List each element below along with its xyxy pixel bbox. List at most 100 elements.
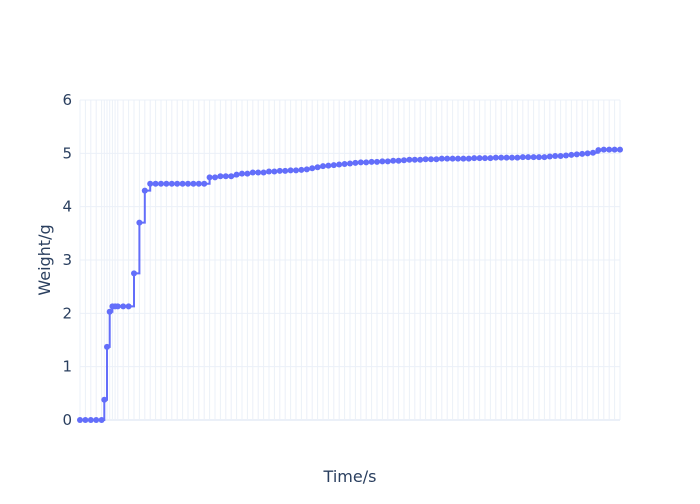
y-tick-label: 1 bbox=[62, 358, 72, 376]
data-point bbox=[104, 343, 110, 350]
data-point bbox=[282, 167, 289, 174]
data-point bbox=[255, 169, 262, 176]
data-point bbox=[260, 169, 267, 176]
data-point bbox=[249, 169, 256, 176]
data-point bbox=[120, 303, 127, 310]
data-point bbox=[471, 155, 478, 162]
data-point bbox=[584, 150, 591, 157]
data-point bbox=[541, 154, 548, 161]
data-point bbox=[212, 174, 218, 181]
series-layer bbox=[77, 146, 623, 423]
data-point bbox=[546, 153, 553, 160]
data-point bbox=[357, 159, 364, 166]
data-point bbox=[266, 168, 272, 175]
data-point bbox=[368, 158, 375, 165]
data-point bbox=[276, 167, 283, 174]
data-point bbox=[606, 146, 613, 153]
data-point bbox=[244, 170, 251, 177]
data-point bbox=[428, 156, 434, 163]
data-point bbox=[514, 154, 521, 161]
data-point bbox=[233, 171, 240, 178]
data-point bbox=[152, 180, 159, 187]
data-point bbox=[201, 180, 208, 187]
data-point bbox=[352, 159, 359, 166]
data-point bbox=[525, 154, 532, 161]
data-point bbox=[217, 173, 224, 180]
data-point bbox=[487, 155, 494, 162]
data-point bbox=[363, 159, 370, 166]
data-point bbox=[106, 308, 113, 315]
data-point bbox=[222, 173, 229, 180]
data-point bbox=[82, 417, 89, 423]
data-point bbox=[239, 170, 245, 177]
data-point bbox=[163, 180, 170, 187]
data-point bbox=[611, 146, 618, 153]
data-point bbox=[158, 180, 164, 187]
data-point bbox=[519, 154, 526, 161]
data-point bbox=[206, 174, 213, 181]
y-axis-title: Weight/g bbox=[35, 224, 54, 295]
data-point bbox=[568, 151, 575, 158]
data-point bbox=[509, 154, 515, 161]
data-point bbox=[330, 162, 337, 169]
data-point bbox=[293, 167, 299, 174]
grid-layer bbox=[79, 99, 621, 420]
data-point bbox=[563, 152, 569, 159]
data-point bbox=[77, 417, 83, 423]
data-point bbox=[298, 166, 305, 173]
data-point bbox=[417, 156, 424, 163]
data-point bbox=[347, 160, 353, 167]
data-point bbox=[444, 155, 451, 162]
data-point bbox=[482, 155, 488, 162]
data-point bbox=[503, 154, 510, 161]
data-point bbox=[101, 396, 108, 403]
data-point bbox=[228, 173, 235, 180]
data-point bbox=[303, 166, 310, 173]
data-point bbox=[552, 153, 559, 159]
axis-layer: 0 1 2 3 4 5 6 bbox=[62, 91, 620, 429]
data-point bbox=[131, 270, 137, 277]
data-point bbox=[336, 161, 343, 168]
data-point bbox=[168, 180, 175, 187]
data-point bbox=[320, 163, 326, 170]
data-point bbox=[287, 167, 294, 174]
y-tick-label: 3 bbox=[62, 251, 72, 269]
data-point bbox=[141, 187, 148, 194]
data-point bbox=[573, 151, 580, 158]
data-point bbox=[476, 155, 483, 162]
data-point bbox=[530, 154, 537, 161]
data-point bbox=[406, 156, 413, 163]
data-point bbox=[379, 158, 386, 165]
data-point bbox=[185, 180, 191, 187]
data-point bbox=[384, 158, 391, 165]
data-point bbox=[595, 147, 602, 154]
data-point bbox=[460, 155, 467, 162]
data-point bbox=[374, 158, 380, 165]
data-point bbox=[411, 156, 418, 163]
data-point bbox=[190, 180, 197, 187]
data-point bbox=[174, 180, 181, 187]
data-point bbox=[179, 180, 186, 187]
x-axis-title: Time/s bbox=[323, 467, 377, 486]
data-point bbox=[449, 155, 456, 162]
data-point bbox=[492, 154, 499, 161]
data-point bbox=[600, 146, 607, 153]
data-point bbox=[195, 180, 202, 187]
data-point bbox=[455, 155, 461, 162]
data-point bbox=[536, 154, 542, 161]
data-point bbox=[271, 168, 278, 175]
data-point bbox=[390, 157, 397, 164]
y-tick-label: 6 bbox=[62, 91, 72, 109]
y-tick-label: 0 bbox=[62, 411, 72, 429]
data-point bbox=[401, 157, 407, 164]
data-point bbox=[114, 303, 121, 310]
data-point bbox=[125, 303, 132, 310]
data-point bbox=[579, 150, 586, 157]
data-point bbox=[395, 157, 402, 164]
data-point bbox=[147, 180, 154, 187]
data-point bbox=[93, 417, 100, 423]
y-tick-label: 5 bbox=[62, 144, 72, 162]
data-point bbox=[617, 146, 623, 153]
data-point bbox=[136, 219, 143, 226]
